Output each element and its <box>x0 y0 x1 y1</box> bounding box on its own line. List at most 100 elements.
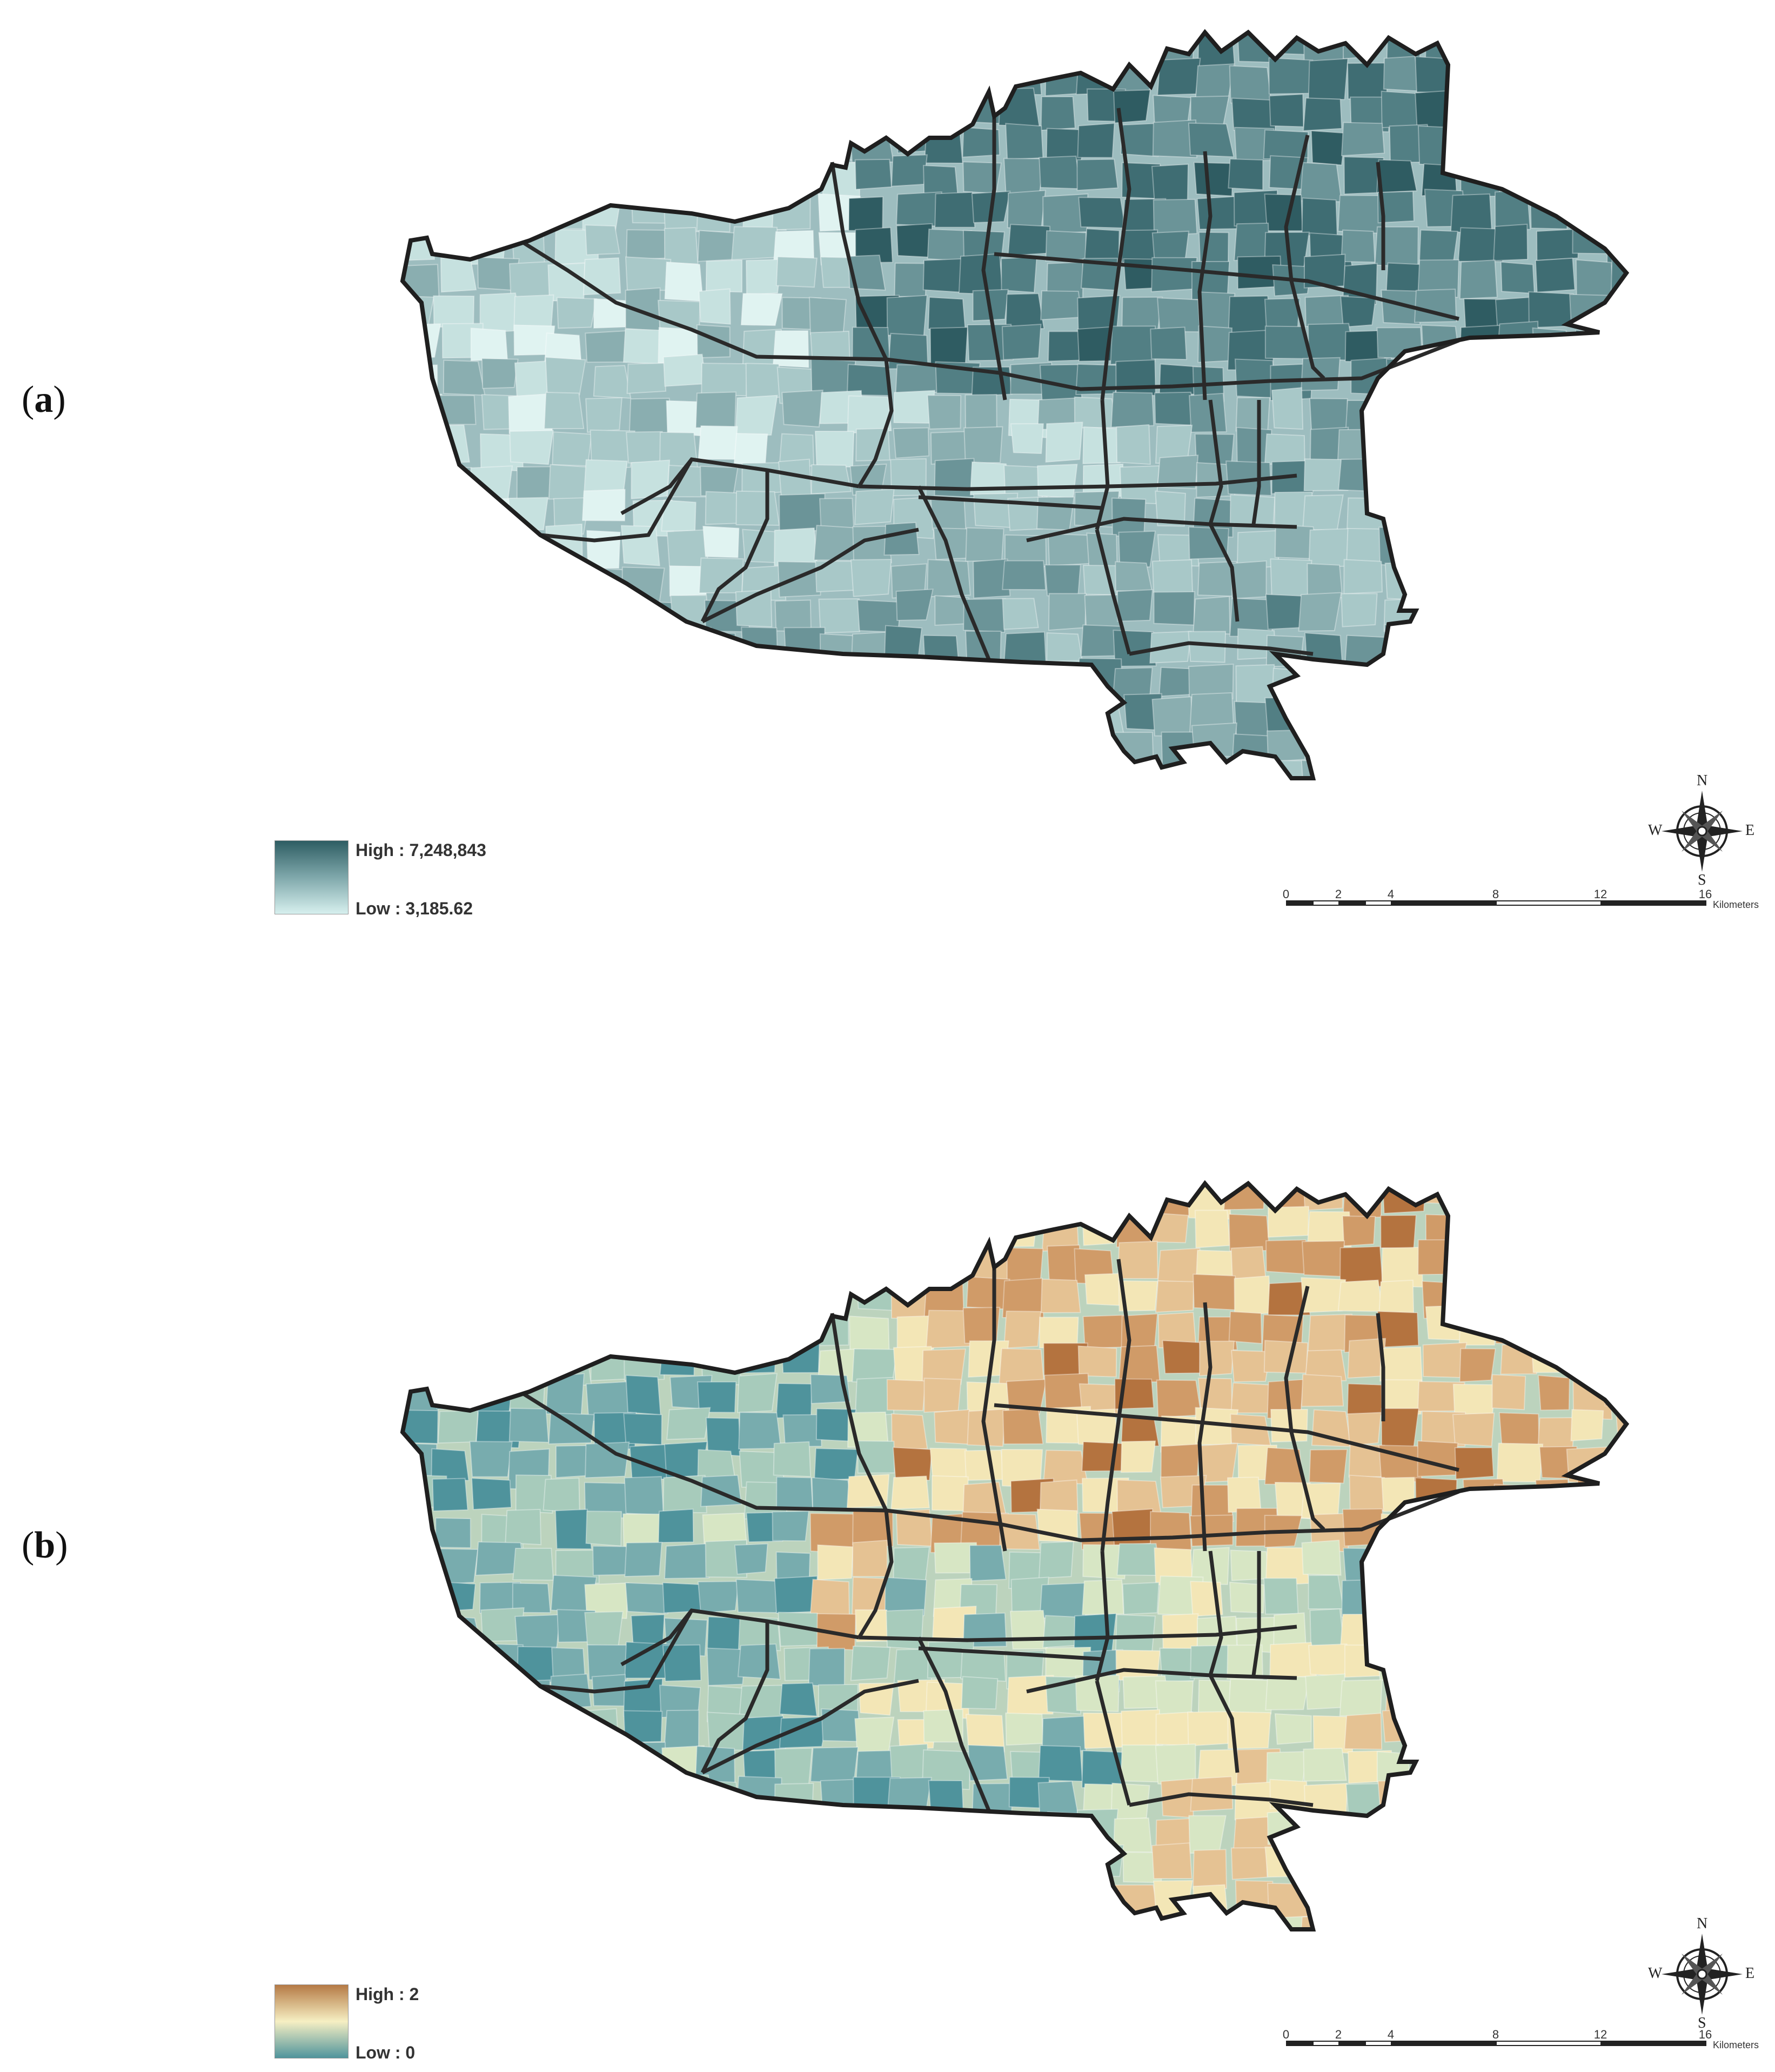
district-cell <box>1118 1280 1158 1312</box>
district-cell <box>1530 1544 1568 1578</box>
district-cell <box>1573 32 1618 63</box>
district-cell <box>443 692 480 726</box>
district-cell <box>777 561 821 598</box>
district-cell <box>1044 564 1081 597</box>
district-cell <box>1148 1184 1194 1217</box>
district-cell <box>704 32 747 61</box>
district-cell <box>780 664 825 699</box>
district-cell <box>1048 1884 1084 1917</box>
district-cell <box>513 625 555 664</box>
district-cell <box>1497 32 1540 60</box>
region-boundary <box>918 495 1103 510</box>
district-cell <box>1381 1408 1419 1449</box>
district-cell <box>847 395 892 434</box>
district-cell <box>584 725 628 762</box>
district-cell <box>625 767 657 778</box>
district-cell <box>735 1915 775 1929</box>
district-cell <box>1117 589 1153 622</box>
district-cell <box>1036 496 1075 531</box>
district-cell <box>1500 261 1535 295</box>
compass-rose-b: N S W E <box>1648 1915 1756 2032</box>
district-cell <box>588 1740 626 1777</box>
region-boundary <box>1026 1668 1297 1694</box>
district-cell <box>1567 1275 1614 1309</box>
district-cell <box>891 1413 928 1451</box>
district-cell <box>470 1684 507 1721</box>
district-cell <box>739 1847 787 1879</box>
district-cell <box>403 1516 435 1549</box>
district-cell <box>480 727 525 758</box>
district-cell <box>1155 1680 1194 1715</box>
district-cell <box>1454 565 1494 606</box>
district-cell <box>552 1308 590 1348</box>
district-cell <box>845 697 884 737</box>
district-cell <box>1039 155 1082 190</box>
district-cell <box>848 1315 890 1355</box>
district-cell <box>1571 526 1613 563</box>
district-cell <box>585 330 627 363</box>
district-cell <box>933 699 981 732</box>
district-cell <box>431 1448 470 1481</box>
district-cell <box>403 393 443 426</box>
district-cell <box>584 1813 630 1852</box>
district-cell <box>737 1643 781 1680</box>
region-boundary <box>981 1267 1007 1552</box>
choropleth-map-b <box>400 1180 1630 1931</box>
district-cell <box>1456 659 1491 695</box>
district-cell <box>1577 462 1617 497</box>
district-cell <box>1001 1910 1043 1929</box>
district-cell <box>1420 1783 1465 1819</box>
district-cell <box>702 164 742 202</box>
district-cell <box>1189 1514 1234 1547</box>
district-cell <box>853 728 893 766</box>
district-cell <box>554 1508 592 1550</box>
district-cell <box>1337 763 1381 778</box>
district-cell <box>1228 158 1264 191</box>
district-cell <box>555 158 593 198</box>
district-cell <box>928 1816 968 1852</box>
scale-segment <box>1312 2041 1339 2046</box>
region-boundary <box>1208 1674 1240 1773</box>
district-cell <box>1303 1747 1347 1782</box>
scale-segment <box>1600 900 1706 906</box>
district-cell <box>1189 392 1227 433</box>
district-cell <box>848 1206 885 1245</box>
district-cell <box>515 1474 553 1514</box>
district-cell <box>470 129 507 161</box>
district-cell <box>1611 56 1626 86</box>
district-cell <box>897 692 938 724</box>
district-cell <box>1150 326 1187 360</box>
compass-s: S <box>1698 2015 1706 2031</box>
scale-tick: 16 <box>1698 2028 1712 2041</box>
district-cell <box>811 1844 845 1884</box>
district-cell <box>480 90 517 129</box>
district-cell <box>1310 691 1352 725</box>
district-cell <box>1566 1642 1611 1682</box>
district-cell <box>962 1910 1004 1929</box>
district-cell <box>1451 1607 1496 1644</box>
district-cell <box>664 95 705 134</box>
region-boundary <box>701 1679 919 1775</box>
district-cell <box>662 761 701 778</box>
district-cell <box>1226 1917 1267 1929</box>
district-cell <box>1578 191 1619 230</box>
district-cell <box>1497 1908 1533 1929</box>
district-cell <box>1007 1674 1054 1715</box>
district-cell <box>1377 1311 1419 1348</box>
district-cell <box>437 598 473 632</box>
district-cell <box>1575 1249 1615 1281</box>
district-cell <box>582 257 621 296</box>
district-cell <box>1381 289 1421 325</box>
district-cell <box>1490 629 1536 661</box>
district-cell <box>1303 730 1347 763</box>
district-cell <box>778 1305 816 1349</box>
district-cell <box>403 1409 439 1445</box>
district-cell <box>782 32 826 59</box>
district-cell <box>440 525 484 558</box>
district-cell <box>403 1780 431 1817</box>
district-cell <box>1344 1876 1382 1909</box>
district-cell <box>1002 560 1047 591</box>
district-cell <box>744 663 789 701</box>
district-cell <box>818 1214 855 1253</box>
district-cell <box>1342 1215 1376 1247</box>
